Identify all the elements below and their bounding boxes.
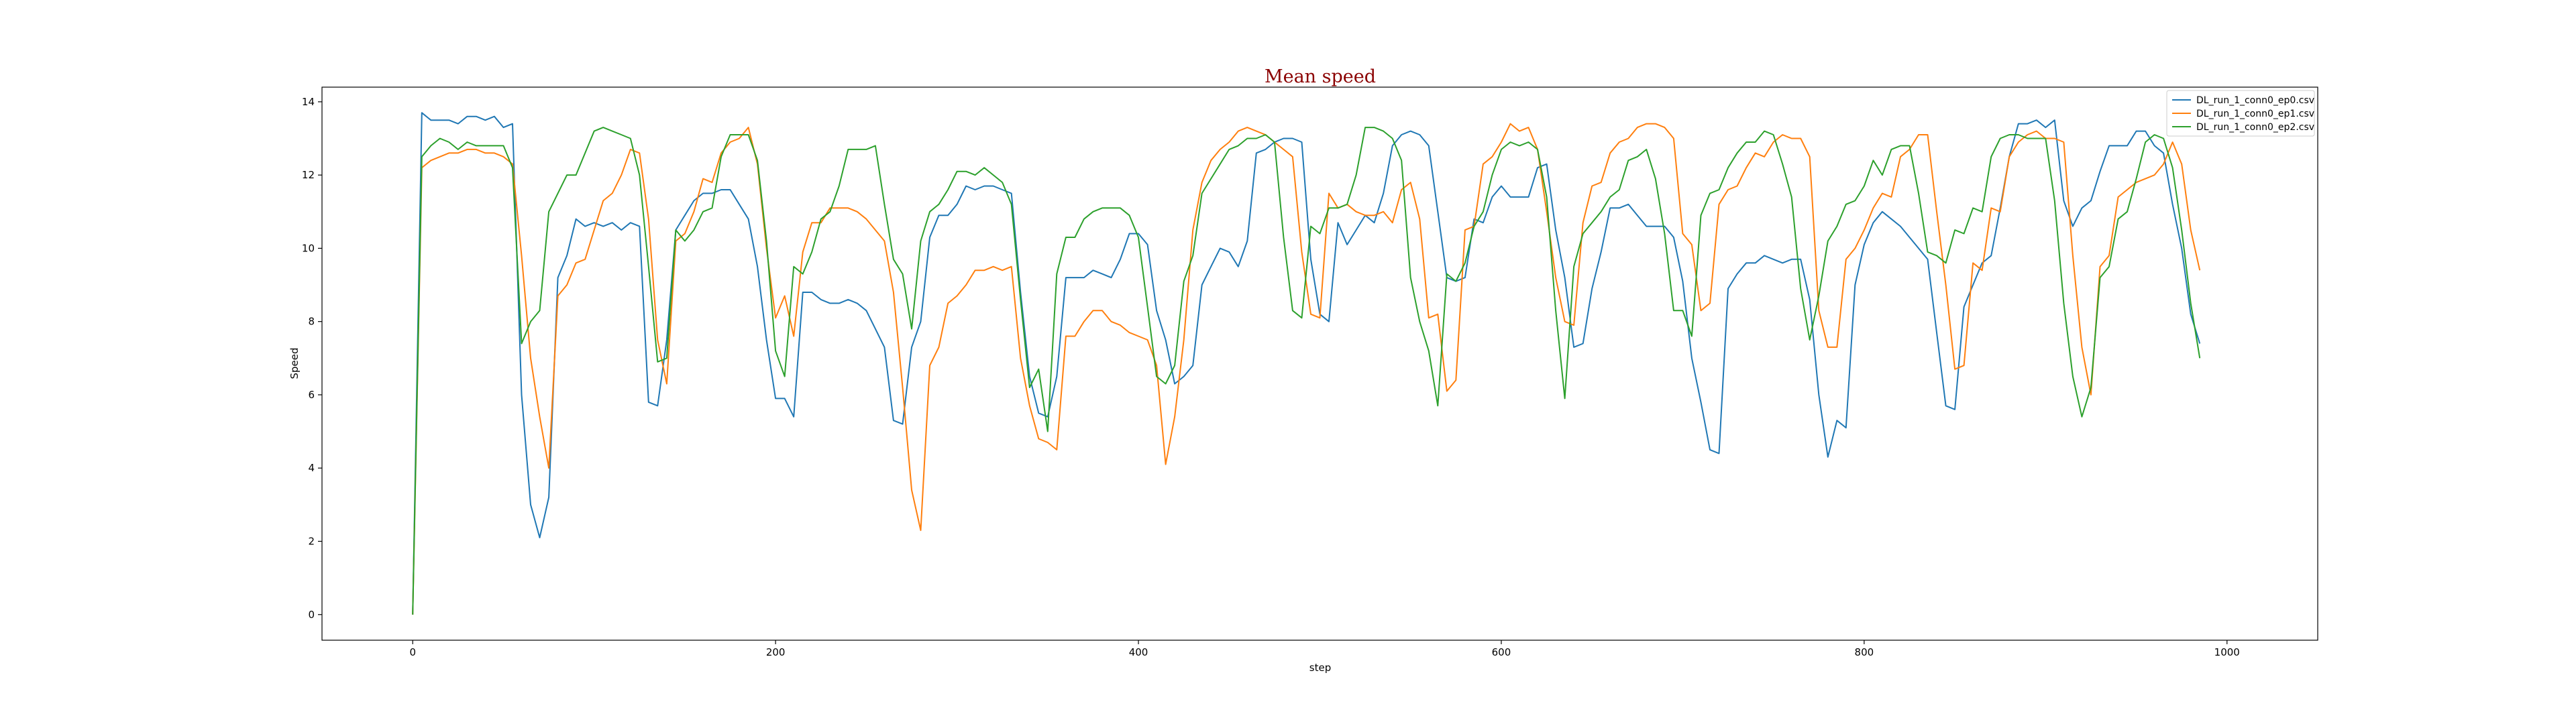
chart-title: Mean speed [1265, 66, 1376, 87]
x-tick-label: 200 [766, 646, 786, 658]
y-axis-label: Speed [288, 347, 301, 379]
y-tick-label: 12 [302, 169, 315, 181]
series-line-0 [412, 112, 2201, 615]
y-axis: 0 2 4 6 8 10 12 14 [302, 96, 322, 621]
y-tick-label: 14 [302, 96, 315, 108]
plot-frame [321, 86, 2318, 641]
legend-box [2166, 90, 2315, 137]
series-line-1 [412, 123, 2201, 615]
y-tick-label: 4 [308, 462, 315, 474]
x-axis: 0 200 400 600 800 1000 [409, 640, 2240, 658]
series-line-2 [412, 127, 2201, 615]
x-tick-label: 1000 [2214, 646, 2240, 658]
y-tick-label: 6 [308, 389, 315, 401]
x-tick-label: 0 [409, 646, 416, 658]
legend: DL_run_1_conn0_ep0.csv DL_run_1_conn0_ep1… [2166, 90, 2315, 137]
x-tick-label: 400 [1129, 646, 1148, 658]
series-layer [412, 112, 2201, 615]
y-tick-label: 10 [302, 242, 315, 254]
y-tick-label: 8 [308, 316, 315, 328]
legend-label-0: DL_run_1_conn0_ep0.csv [2196, 95, 2314, 106]
x-tick-label: 800 [1855, 646, 1874, 658]
y-tick-label: 2 [308, 535, 315, 547]
x-axis-label: step [1309, 662, 1331, 674]
legend-label-2: DL_run_1_conn0_ep2.csv [2196, 122, 2314, 133]
y-tick-label: 0 [308, 609, 315, 621]
legend-label-1: DL_run_1_conn0_ep1.csv [2196, 109, 2314, 119]
x-tick-label: 600 [1492, 646, 1511, 658]
